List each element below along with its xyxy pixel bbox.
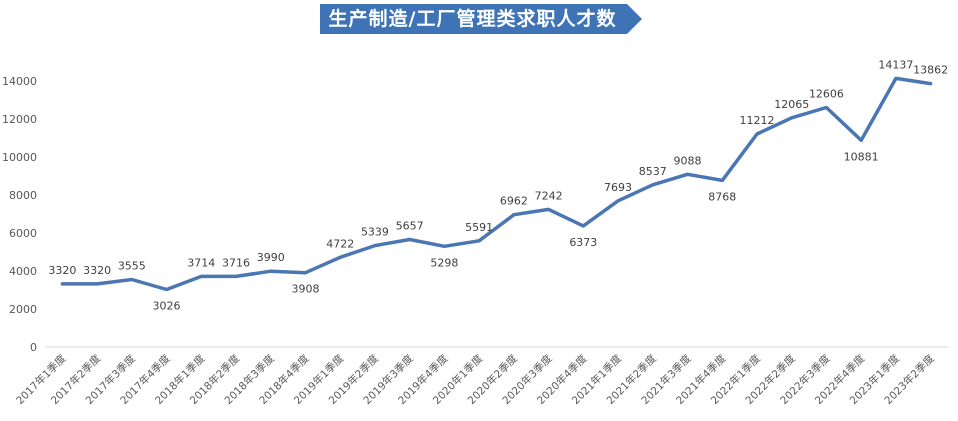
data-label: 6373 xyxy=(569,236,597,249)
y-tick-label: 8000 xyxy=(9,189,37,202)
y-tick-labels: 0 2000 4000 6000 8000 10000 12000 14000 xyxy=(2,75,37,354)
x-tick-labels: 2017年1季度2017年2季度2017年3季度2017年4季度2018年1季度… xyxy=(13,352,937,407)
y-tick-label: 0 xyxy=(30,341,37,354)
data-label: 7693 xyxy=(604,181,632,194)
title-banner-shape xyxy=(320,4,642,34)
title-banner xyxy=(320,4,642,34)
data-label: 8768 xyxy=(708,190,736,203)
data-label: 10881 xyxy=(844,150,879,163)
y-tick-label: 2000 xyxy=(9,303,37,316)
y-tick-label: 14000 xyxy=(2,75,37,88)
data-label: 3990 xyxy=(257,251,285,264)
data-label: 8537 xyxy=(639,165,667,178)
data-label: 12606 xyxy=(809,87,844,100)
data-label: 3320 xyxy=(48,264,76,277)
data-label: 5591 xyxy=(465,221,493,234)
data-label: 4722 xyxy=(326,237,354,250)
data-label: 5298 xyxy=(430,256,458,269)
y-tick-label: 4000 xyxy=(9,265,37,278)
data-labels: 3320 3320 3555 3026 3714 3716 3990 3908 4722 5339… xyxy=(48,58,948,312)
data-label: 14137 xyxy=(878,58,913,71)
data-label: 12065 xyxy=(774,98,809,111)
data-label: 7242 xyxy=(535,189,563,202)
data-label: 3714 xyxy=(187,256,215,269)
data-label: 3026 xyxy=(153,300,181,313)
data-label: 3908 xyxy=(291,283,319,296)
data-label: 3320 xyxy=(83,264,111,277)
y-tick-label: 10000 xyxy=(2,151,37,164)
chart-title: 生产制造/工厂管理类求职人才数 xyxy=(328,8,617,30)
data-label: 6962 xyxy=(500,195,528,208)
data-label: 3555 xyxy=(118,259,146,272)
data-label: 3716 xyxy=(222,256,250,269)
data-label: 13862 xyxy=(913,64,948,77)
data-label: 5657 xyxy=(396,220,424,233)
series-line xyxy=(60,76,933,292)
data-label: 9088 xyxy=(674,154,702,167)
y-tick-label: 12000 xyxy=(2,113,37,126)
data-label: 5339 xyxy=(361,226,389,239)
y-tick-label: 6000 xyxy=(9,227,37,240)
data-label: 11212 xyxy=(739,114,774,127)
